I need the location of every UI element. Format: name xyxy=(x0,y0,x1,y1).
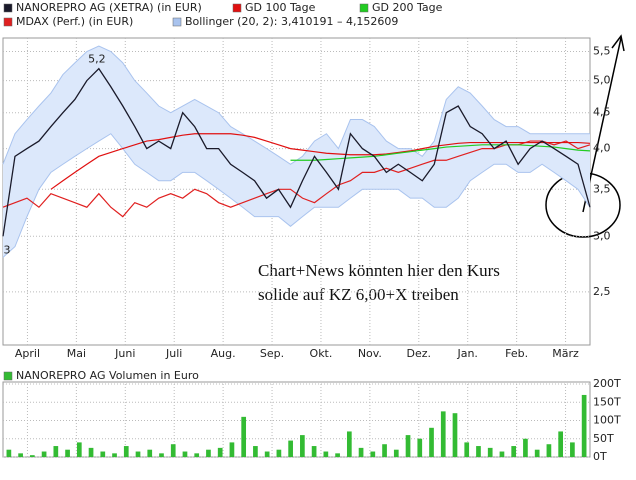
volume-bar xyxy=(523,438,528,457)
volume-bar xyxy=(206,449,211,457)
y-tick-label: 5,5 xyxy=(593,45,611,58)
y-tick-label: 4,5 xyxy=(593,106,611,119)
volume-bar xyxy=(476,446,481,457)
legend-label: NANOREPRO AG (XETRA) (in EUR) xyxy=(16,1,202,14)
volume-bar xyxy=(358,447,364,457)
legend-label: MDAX (Perf.) (in EUR) xyxy=(16,15,133,28)
x-tick-label: Juli xyxy=(165,347,182,360)
bollinger-lower xyxy=(2,133,591,258)
legend-swatch xyxy=(172,17,182,27)
volume-bar xyxy=(335,453,340,457)
volume-bar xyxy=(558,431,563,457)
volume-bar xyxy=(534,449,540,457)
volume-bar xyxy=(440,411,446,457)
x-tick-label: Mai xyxy=(67,347,86,360)
volume-bar xyxy=(323,451,329,457)
volume-bar xyxy=(100,451,106,457)
volume-bar xyxy=(405,435,411,457)
x-tick-label: Sep. xyxy=(260,347,284,360)
volume-plot-frame xyxy=(2,381,591,458)
x-tick-label: Jan. xyxy=(456,347,477,360)
volume-bar xyxy=(581,394,587,457)
y-tick-label: 3,0 xyxy=(593,229,611,242)
x-tick-label: Aug. xyxy=(211,347,236,360)
x-tick-label: Juni xyxy=(114,347,135,360)
x-tick-label: Okt. xyxy=(310,347,333,360)
volume-bar xyxy=(264,451,270,457)
volume-bar xyxy=(417,438,423,457)
x-tick-label: Nov. xyxy=(358,347,382,360)
min-annotation: 3 xyxy=(4,243,11,256)
y-tick-label: 2,5 xyxy=(593,285,611,298)
volume-bar xyxy=(18,453,23,457)
legend-label: GD 100 Tage xyxy=(245,1,316,14)
volume-bar xyxy=(159,453,164,457)
y-tick-label: 100T xyxy=(593,414,621,427)
y-tick-label: 200T xyxy=(593,377,621,390)
legend-label: Bollinger (20, 2): 3,410191 – 4,152609 xyxy=(185,15,398,28)
volume-bar xyxy=(276,449,282,457)
note-line: Chart+News könnten hier den Kurs xyxy=(258,261,500,280)
volume-bar xyxy=(253,446,258,457)
price-line xyxy=(290,144,591,161)
volume-bar xyxy=(393,449,399,457)
legend-swatch xyxy=(3,3,13,13)
volume-bar xyxy=(182,451,188,457)
volume-bar xyxy=(53,446,59,457)
x-tick-label: Dez. xyxy=(407,347,432,360)
price-line xyxy=(2,67,591,237)
volume-bar xyxy=(241,416,247,457)
volume-bar xyxy=(511,446,517,457)
volume-bar xyxy=(123,446,129,457)
y-tick-label: 4,0 xyxy=(593,142,611,155)
volume-bar xyxy=(311,446,317,457)
volume-bar xyxy=(382,444,387,457)
y-tick-label: 150T xyxy=(593,395,621,408)
bollinger-band-fill xyxy=(3,46,590,258)
volume-bar xyxy=(65,449,70,457)
legend-label: NANOREPRO AG Volumen in Euro xyxy=(16,369,199,382)
legend-swatch xyxy=(3,17,13,27)
x-tick-label: März xyxy=(552,347,579,360)
price-line xyxy=(50,133,591,190)
legend-label: GD 200 Tage xyxy=(372,1,443,14)
volume-bar xyxy=(88,447,94,457)
volume-bar xyxy=(452,413,458,457)
volume-bar xyxy=(229,442,235,457)
volume-bar xyxy=(30,455,35,457)
y-tick-label: 50T xyxy=(593,432,614,445)
volume-bar xyxy=(546,444,552,457)
legend-swatch xyxy=(3,371,13,381)
volume-bar xyxy=(6,449,12,457)
legend-swatch xyxy=(359,3,369,13)
volume-bar xyxy=(499,451,505,457)
legend-swatch xyxy=(232,3,242,13)
volume-bar xyxy=(170,444,176,457)
volume-bar xyxy=(464,442,470,457)
volume-bar xyxy=(429,427,434,457)
volume-bar xyxy=(288,440,293,457)
max-annotation: 5,2 xyxy=(88,53,106,66)
volume-bar xyxy=(112,453,117,457)
volume-bar xyxy=(76,442,82,457)
volume-bar xyxy=(41,451,47,457)
volume-bar xyxy=(487,447,493,457)
x-tick-label: April xyxy=(15,347,40,360)
note-line: solide auf KZ 6,00+X treiben xyxy=(258,285,459,304)
volume-bar xyxy=(217,447,223,457)
x-tick-label: Feb. xyxy=(505,347,528,360)
volume-bar xyxy=(147,449,153,457)
volume-bar xyxy=(346,431,352,457)
volume-bar xyxy=(135,451,141,457)
y-tick-label: 3,5 xyxy=(593,182,611,195)
volume-bar xyxy=(570,442,575,457)
volume-bar xyxy=(300,435,305,457)
y-tick-label: 5,0 xyxy=(593,74,611,87)
y-tick-label: 0T xyxy=(593,450,607,463)
volume-bar xyxy=(370,451,376,457)
volume-bar xyxy=(194,453,200,457)
